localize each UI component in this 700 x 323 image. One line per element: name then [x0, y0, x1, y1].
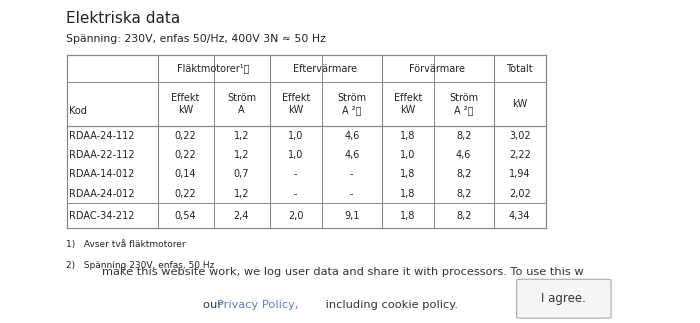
- Text: 8,2: 8,2: [456, 131, 472, 141]
- Text: 3,02: 3,02: [509, 131, 531, 141]
- Text: -: -: [294, 189, 298, 199]
- Text: 0,22: 0,22: [174, 131, 197, 141]
- Text: 8,2: 8,2: [456, 189, 472, 199]
- Text: 2,02: 2,02: [509, 189, 531, 199]
- Text: Ström
A ²⧯: Ström A ²⧯: [449, 93, 478, 115]
- Text: -: -: [294, 170, 298, 179]
- Text: Ström
A: Ström A: [227, 93, 256, 115]
- FancyBboxPatch shape: [517, 279, 611, 318]
- Text: Eftervärmare: Eftervärmare: [293, 64, 358, 74]
- Text: 1,2: 1,2: [234, 150, 249, 160]
- Text: Effekt
kW: Effekt kW: [172, 93, 200, 115]
- Text: -: -: [350, 170, 354, 179]
- Text: I agree.: I agree.: [541, 292, 587, 305]
- Text: 1,2: 1,2: [234, 131, 249, 141]
- Text: 2)   Spänning 230V, enfas, 50 Hz: 2) Spänning 230V, enfas, 50 Hz: [66, 261, 215, 270]
- Text: Ström
A ²⧯: Ström A ²⧯: [337, 93, 366, 115]
- Text: 8,2: 8,2: [456, 211, 472, 221]
- Text: 0,22: 0,22: [174, 150, 197, 160]
- Text: including cookie policy.: including cookie policy.: [322, 300, 458, 310]
- Text: 1,8: 1,8: [400, 170, 415, 179]
- Text: RDAA-24-112: RDAA-24-112: [69, 131, 135, 141]
- Text: Effekt
kW: Effekt kW: [281, 93, 310, 115]
- Text: Effekt
kW: Effekt kW: [393, 93, 422, 115]
- Text: 1,8: 1,8: [400, 211, 415, 221]
- Text: Totalt: Totalt: [506, 64, 533, 74]
- Text: Elektriska data: Elektriska data: [66, 11, 181, 26]
- Text: 0,14: 0,14: [175, 170, 196, 179]
- Text: 1)   Avser två fläktmotorer: 1) Avser två fläktmotorer: [66, 240, 186, 249]
- Text: 8,2: 8,2: [456, 170, 472, 179]
- Text: 2,22: 2,22: [509, 150, 531, 160]
- Text: Fläktmotorer¹⧯: Fläktmotorer¹⧯: [177, 64, 250, 74]
- Text: kW: kW: [512, 99, 527, 109]
- Text: 1,2: 1,2: [234, 189, 249, 199]
- Text: RDAA-22-112: RDAA-22-112: [69, 150, 135, 160]
- Text: 1,0: 1,0: [400, 150, 415, 160]
- Text: 0,22: 0,22: [174, 189, 197, 199]
- Text: RDAA-14-012: RDAA-14-012: [69, 170, 134, 179]
- Text: 1,8: 1,8: [400, 131, 415, 141]
- Text: 1,8: 1,8: [400, 189, 415, 199]
- Text: our: our: [203, 300, 225, 310]
- Text: 0,54: 0,54: [175, 211, 196, 221]
- Text: Kod: Kod: [69, 106, 88, 116]
- Text: 1,0: 1,0: [288, 150, 303, 160]
- Text: 1,0: 1,0: [288, 131, 303, 141]
- Text: -: -: [350, 189, 354, 199]
- Text: make this website work, we log user data and share it with processors. To use th: make this website work, we log user data…: [102, 267, 584, 277]
- Text: RDAC-34-212: RDAC-34-212: [69, 211, 135, 221]
- Text: 4,6: 4,6: [456, 150, 471, 160]
- Text: 1,94: 1,94: [509, 170, 531, 179]
- Text: 4,6: 4,6: [344, 131, 359, 141]
- Text: 0,7: 0,7: [234, 170, 249, 179]
- Text: 2,4: 2,4: [234, 211, 249, 221]
- Text: 4,6: 4,6: [344, 150, 359, 160]
- Text: 9,1: 9,1: [344, 211, 359, 221]
- Text: Förvärmare: Förvärmare: [410, 64, 466, 74]
- Text: Spänning: 230V, enfas 50/Hz, 400V 3N ≈ 50 Hz: Spänning: 230V, enfas 50/Hz, 400V 3N ≈ 5…: [66, 34, 326, 44]
- Text: 4,34: 4,34: [509, 211, 531, 221]
- Text: RDAA-24-012: RDAA-24-012: [69, 189, 135, 199]
- Text: 2,0: 2,0: [288, 211, 304, 221]
- Text: Privacy Policy,: Privacy Policy,: [217, 300, 298, 310]
